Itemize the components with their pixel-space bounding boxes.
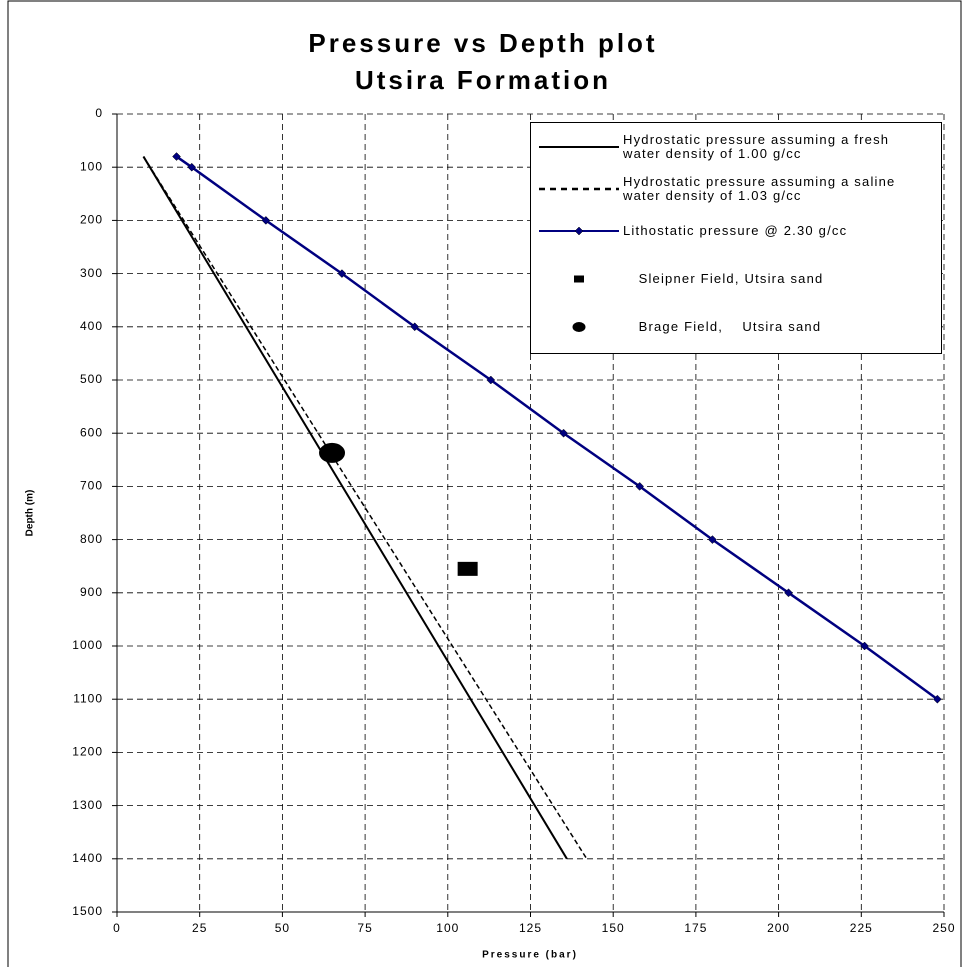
x-tick-label: 0 bbox=[113, 921, 121, 935]
point bbox=[486, 375, 496, 385]
legend-label: Lithostatic pressure @ 2.30 g/cc bbox=[623, 223, 848, 238]
y-tick-label: 800 bbox=[80, 532, 103, 546]
x-tick-label: 75 bbox=[357, 921, 372, 935]
x-tick-label: 150 bbox=[602, 921, 625, 935]
x-tick-label: 125 bbox=[519, 921, 542, 935]
x-tick-label: 175 bbox=[684, 921, 707, 935]
y-tick-label: 1300 bbox=[72, 798, 103, 812]
point bbox=[187, 162, 197, 172]
x-tick-label: 250 bbox=[932, 921, 955, 935]
x-tick-label: 50 bbox=[275, 921, 290, 935]
y-tick-label: 1100 bbox=[73, 691, 103, 705]
legend-label: Brage Field, Utsira sand bbox=[638, 319, 822, 334]
x-tick-label: 100 bbox=[436, 921, 459, 935]
legend-symbol bbox=[572, 322, 586, 332]
point bbox=[635, 482, 645, 491]
y-tick-label: 600 bbox=[80, 425, 103, 439]
point bbox=[933, 694, 942, 704]
x-tick-label: 225 bbox=[850, 921, 873, 935]
legend-item: Hydrostatic pressure assuming a saline w… bbox=[537, 175, 937, 203]
point bbox=[708, 535, 717, 544]
y-axis-label: Depth (m) bbox=[25, 490, 36, 537]
legend-label: Hydrostatic pressure assuming a fresh wa… bbox=[623, 132, 895, 161]
y-tick-label: 500 bbox=[80, 372, 103, 386]
point bbox=[784, 588, 793, 598]
y-tick-label: 200 bbox=[80, 213, 103, 227]
legend-item: Lithostatic pressure @ 2.30 g/cc bbox=[537, 223, 937, 239]
point bbox=[860, 641, 869, 651]
point bbox=[410, 322, 420, 332]
point bbox=[559, 428, 568, 438]
point bbox=[574, 226, 584, 236]
legend-symbol bbox=[539, 226, 619, 236]
point bbox=[572, 322, 586, 332]
y-tick-label: 900 bbox=[80, 585, 103, 599]
legend-item: Sleipner Field, Utsira sand bbox=[537, 271, 937, 287]
y-tick-label: 300 bbox=[80, 266, 103, 280]
series-line bbox=[175, 155, 939, 701]
point bbox=[261, 216, 271, 225]
point bbox=[319, 442, 346, 463]
series-line bbox=[142, 156, 588, 860]
x-tick-label: 200 bbox=[767, 921, 790, 935]
legend-symbol bbox=[539, 187, 619, 191]
frame bbox=[7, 0, 962, 967]
x-axis-label: Pressure (bar) bbox=[482, 950, 578, 961]
legend-symbol bbox=[574, 275, 584, 283]
y-tick-label: 400 bbox=[80, 319, 103, 333]
x-tick-label: 25 bbox=[192, 921, 207, 935]
point bbox=[172, 152, 181, 161]
legend: Hydrostatic pressure assuming a fresh wa… bbox=[530, 122, 942, 354]
y-tick-label: 0 bbox=[95, 106, 103, 120]
y-tick-label: 700 bbox=[80, 479, 103, 493]
legend-symbol bbox=[539, 146, 619, 148]
legend-item: Brage Field, Utsira sand bbox=[537, 319, 937, 335]
chart-title: Pressure vs Depth plot bbox=[308, 28, 657, 58]
legend-label: Hydrostatic pressure assuming a saline w… bbox=[623, 174, 901, 203]
legend-item: Hydrostatic pressure assuming a fresh wa… bbox=[537, 133, 937, 161]
point bbox=[574, 275, 584, 283]
y-tick-label: 1500 bbox=[72, 904, 103, 918]
series-line bbox=[142, 156, 568, 860]
chart-subtitle: Utsira Formation bbox=[355, 65, 611, 95]
y-tick-label: 1200 bbox=[72, 745, 103, 759]
y-tick-label: 1400 bbox=[72, 851, 103, 865]
y-tick-label: 100 bbox=[80, 159, 103, 173]
point bbox=[457, 561, 478, 576]
legend-label: Sleipner Field, Utsira sand bbox=[638, 271, 824, 286]
y-tick-label: 1000 bbox=[72, 638, 103, 652]
point bbox=[337, 269, 347, 278]
